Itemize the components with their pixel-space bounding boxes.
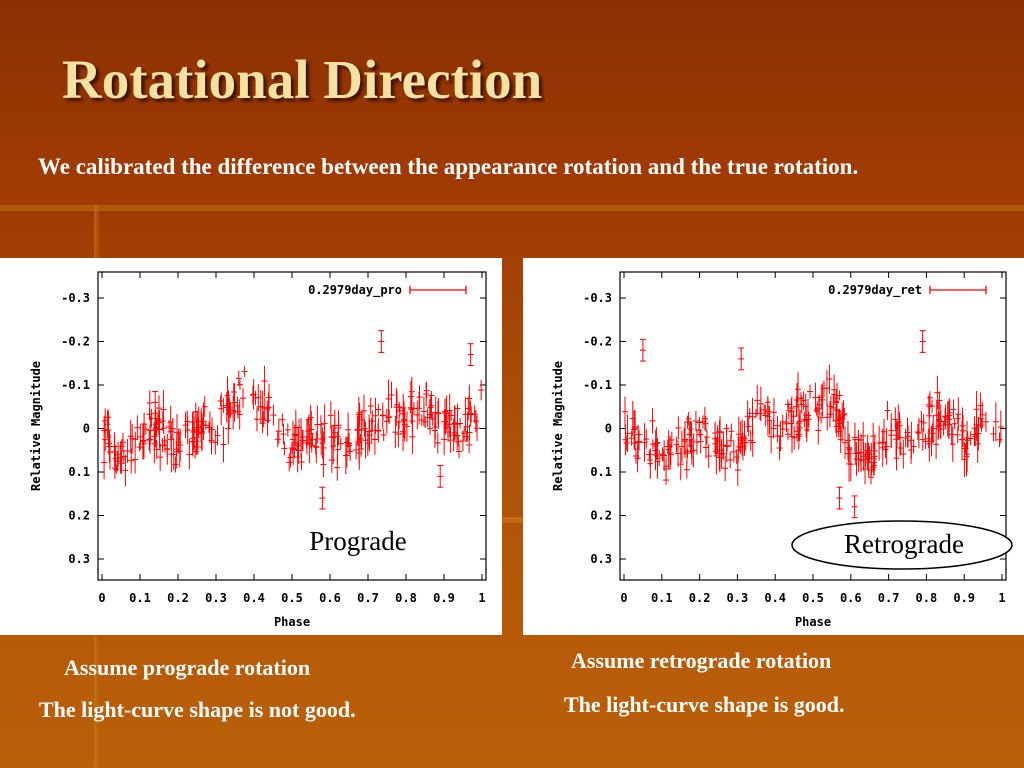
x-tick-label: 0 [98,591,105,605]
y-tick-label: 0.2 [68,509,90,523]
x-tick-label: 0.6 [319,591,341,605]
retrograde-light-curve-chart: -0.3 -0.2 -0.1 0 0.1 0.2 0.3 0 0.1 0.2 0.3 0.4 0.5 0.… [551,271,1013,629]
x-tick-label: 0.1 [651,591,673,605]
x-tick-label: 0.5 [281,591,303,605]
prograde-assumption-caption: Assume prograde rotation [64,655,311,680]
x-tick-label: 0.8 [395,591,417,605]
y-tick-label: 0.3 [68,552,90,566]
x-tick-label: 0.3 [727,591,749,605]
legend-label: 0.2979day_pro [308,283,402,298]
y-tick-label: 0 [605,422,612,436]
y-tick-label: -0.3 [61,291,90,305]
prograde-light-curve-chart: -0.3 -0.2 -0.1 0 0.1 0.2 0.3 0 0.1 0.2 0.3 0.4 0.5 0.… [29,271,487,629]
y-axis-label: Relative Magnitude [29,361,43,491]
y-tick-label: 0.1 [68,465,90,479]
x-tick-label: 1 [478,591,485,605]
x-tick-label: 0.9 [433,591,455,605]
decorative-rule [0,205,1024,211]
x-tick-label: 0.7 [878,591,900,605]
chart-annotation: Prograde [309,526,406,556]
x-tick-label: 0.4 [764,591,786,605]
y-tick-label: -0.3 [583,291,612,305]
y-tick-label: -0.1 [583,378,612,392]
y-tick-label: 0.1 [590,465,612,479]
x-tick-label: 0.8 [916,591,938,605]
data-points [622,330,1004,519]
retrograde-assumption-caption: Assume retrograde rotation [571,648,832,673]
y-tick-label: -0.1 [61,378,90,392]
prograde-verdict-caption: The light-curve shape is not good. [39,697,356,722]
retrograde-chart-panel: -0.3 -0.2 -0.1 0 0.1 0.2 0.3 0 0.1 0.2 0.3 0.4 0.5 0.… [523,258,1024,635]
x-tick-label: 0.4 [243,591,265,605]
header-band [0,0,1024,205]
y-tick-label: 0.2 [590,509,612,523]
prograde-chart-panel: -0.3 -0.2 -0.1 0 0.1 0.2 0.3 0 0.1 0.2 0.3 0.4 0.5 0.… [0,258,502,635]
y-axis-label: Relative Magnitude [551,361,565,491]
data-points [101,330,485,510]
x-tick-label: 0.3 [205,591,227,605]
x-tick-label: 0 [620,591,627,605]
x-axis-label: Phase [274,615,310,629]
x-tick-label: 0.1 [129,591,151,605]
legend-label: 0.2979day_ret [828,283,922,298]
decorative-rule-small [500,517,524,523]
y-tick-label: -0.2 [61,335,90,349]
retrograde-verdict-caption: The light-curve shape is good. [564,692,845,717]
x-tick-label: 0.7 [357,591,379,605]
x-axis-label: Phase [795,615,831,629]
chart-annotation: Retrograde [844,529,964,559]
x-tick-label: 0.6 [840,591,862,605]
annotation-oval [791,520,1013,570]
intro-text: We calibrated the difference between the… [38,154,859,179]
y-tick-label: 0.3 [590,552,612,566]
x-tick-label: 0.2 [689,591,711,605]
x-tick-label: 0.9 [953,591,975,605]
y-tick-label: -0.2 [583,335,612,349]
x-tick-label: 0.5 [802,591,824,605]
x-tick-label: 1 [998,591,1005,605]
x-tick-label: 0.2 [167,591,189,605]
y-tick-label: 0 [83,422,90,436]
slide-title: Rotational Direction [62,49,543,110]
